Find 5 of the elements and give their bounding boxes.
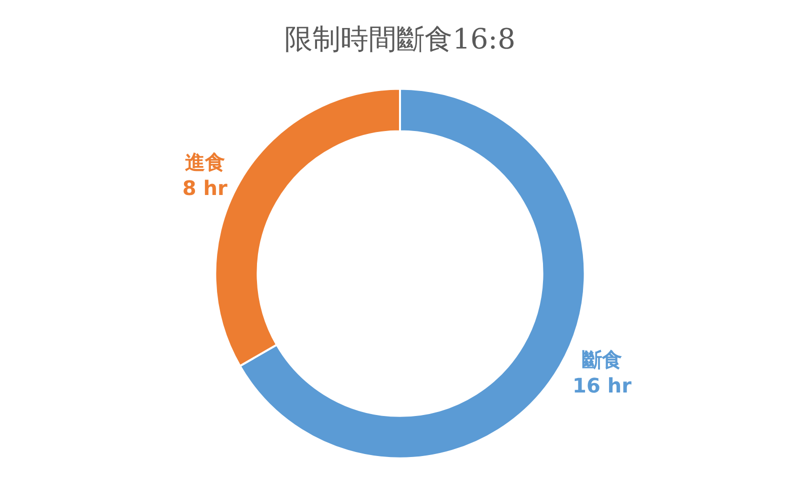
data-label: 16 hr [572, 373, 632, 398]
slice-label: 斷食 [582, 347, 622, 372]
chart-title: 限制時間斷食16:8 [284, 22, 516, 56]
slice-label: 進食 [184, 150, 225, 174]
data-label: 8 hr [182, 176, 228, 200]
